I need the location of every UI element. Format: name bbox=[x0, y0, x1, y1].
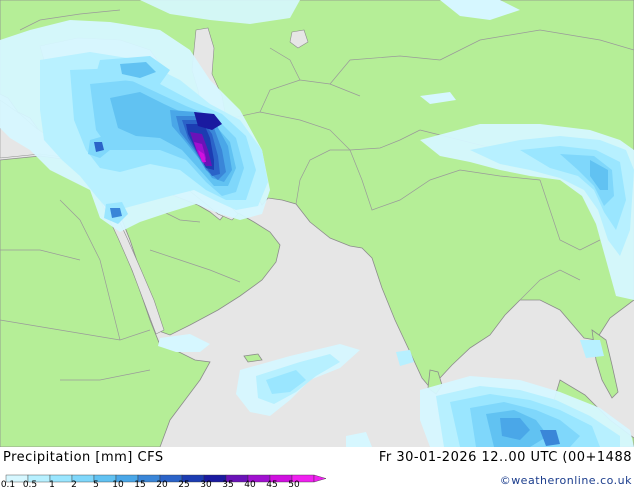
legend-tick-label: 50 bbox=[288, 480, 300, 490]
legend-tick-label: 20 bbox=[156, 480, 168, 490]
legend-tick-label: 35 bbox=[222, 480, 234, 490]
legend-arrow bbox=[313, 474, 327, 483]
precipitation-map bbox=[0, 0, 634, 447]
legend-tick-label: 25 bbox=[178, 480, 190, 490]
legend-tick-label: 30 bbox=[200, 480, 212, 490]
legend-tick-label: 40 bbox=[244, 480, 256, 490]
legend-tick-label: 45 bbox=[266, 480, 278, 490]
legend-tick-label: 5 bbox=[93, 480, 99, 490]
map-title: Precipitation [mm] CFS bbox=[3, 450, 164, 465]
legend-tick-label: 1 bbox=[49, 480, 55, 490]
aral-sea bbox=[289, 29, 309, 49]
legend-tick-label: 2 bbox=[71, 480, 77, 490]
legend-tick-label: 15 bbox=[134, 480, 146, 490]
legend-colorbar-svg bbox=[5, 474, 327, 483]
legend-tick-label: 0.1 bbox=[0, 480, 16, 490]
precipitation-shading bbox=[0, 0, 634, 447]
country-borders bbox=[0, 9, 634, 381]
legend-tick-labels: 0.1 0.5 1 2 5 10 15 20 25 30 35 40 45 50 bbox=[0, 480, 330, 490]
forecast-datetime: Fr 30-01-2026 12..00 UTC (00+1488 bbox=[378, 450, 632, 465]
legend-tick-label: 10 bbox=[112, 480, 124, 490]
map-footer: Precipitation [mm] CFS Fr 30-01-2026 12.… bbox=[0, 447, 634, 490]
legend-tick-label: 0.5 bbox=[22, 480, 38, 490]
site-credit-link[interactable]: ©weatheronline.co.uk bbox=[499, 474, 632, 487]
legend-colorbar bbox=[0, 471, 330, 491]
